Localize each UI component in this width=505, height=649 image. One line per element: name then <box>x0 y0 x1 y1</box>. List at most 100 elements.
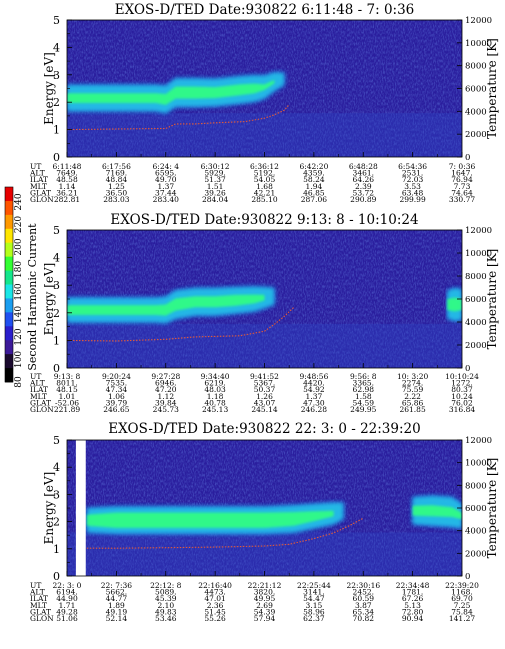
orbit-row-value: 44.77 <box>106 594 128 603</box>
orbit-row-value: 1.18 <box>207 392 224 401</box>
orbit-row-value: 54.05 <box>254 175 276 184</box>
orbit-row-value: 75.84 <box>451 607 473 616</box>
y2-tick-label: 0 <box>465 572 470 582</box>
orbit-row-value: 2.22 <box>404 392 421 401</box>
panel-title: EXOS-D/TED Date:930822 6:11:48 - 7: 0:36 <box>115 2 415 18</box>
colorbar-swatch <box>5 256 13 271</box>
orbit-row-value: 9:56: 8 <box>350 372 377 381</box>
y2-tick-label: 4000 <box>465 527 487 537</box>
orbit-row-value: 2531. <box>402 169 423 178</box>
orbit-row-value: 7649. <box>56 169 77 178</box>
orbit-row-value: 51.06 <box>56 614 78 623</box>
y-tick-label: 4 <box>53 41 60 54</box>
spectrogram-panel-3: EXOS-D/TED Date:930822 22: 3: 0 - 22:39:… <box>29 421 499 623</box>
orbit-row-value: 2.69 <box>256 601 273 610</box>
band-core <box>447 297 462 312</box>
colorbar-swatch <box>5 242 13 258</box>
orbit-row-value: 58.96 <box>303 607 325 616</box>
y-tick-label: 1 <box>53 124 60 137</box>
orbit-row-value: 284.04 <box>202 195 228 204</box>
orbit-row-value: 1.94 <box>306 182 323 191</box>
orbit-row-value: 6595. <box>155 169 176 178</box>
orbit-row-value: 51.45 <box>204 607 226 616</box>
orbit-row-value: 285.10 <box>251 195 277 204</box>
y-tick-label: 4 <box>53 252 60 265</box>
y2-tick-label: 10000 <box>465 459 492 469</box>
y-tick-label: 2 <box>53 307 60 320</box>
orbit-row-value: 36.21 <box>56 188 77 197</box>
y2-tick-label: 12000 <box>465 226 492 236</box>
y-tick-label: 5 <box>53 14 60 27</box>
colorbar-tick-label: 200 <box>14 238 24 255</box>
y-tick-label: 4 <box>53 461 60 474</box>
orbit-row-value: 282.81 <box>54 195 80 204</box>
orbit-row-value: 3141. <box>303 588 324 597</box>
orbit-row-value: 44.90 <box>56 594 78 603</box>
orbit-row-label: GLON <box>30 195 54 204</box>
orbit-row-value: 7.73 <box>454 182 471 191</box>
y-tick-label: 3 <box>53 488 60 501</box>
temperature-trace <box>67 104 290 131</box>
orbit-row-label: UT <box>30 372 41 381</box>
orbit-row-label: GLON <box>30 405 54 414</box>
low-energy-haze <box>67 323 462 368</box>
orbit-row-value: 1.26 <box>256 392 273 401</box>
orbit-row-value: 22:21:12 <box>248 581 282 590</box>
orbit-row-value: 6:24: 4 <box>153 162 180 171</box>
orbit-row-value: 245.13 <box>202 405 228 414</box>
y2-tick-label: 2000 <box>465 130 487 140</box>
orbit-row-value: 48.84 <box>106 175 128 184</box>
orbit-row-value: 283.03 <box>103 195 129 204</box>
orbit-row-value: 249.95 <box>350 405 376 414</box>
orbit-row-value: 50.37 <box>254 385 276 394</box>
y2-tick-label: 10000 <box>465 39 492 49</box>
y2-tick-label: 10000 <box>465 249 492 259</box>
orbit-row-value: 52.14 <box>106 614 128 623</box>
orbit-row-value: 22: 7:36 <box>101 581 133 590</box>
orbit-row-value: 6:11:48 <box>53 162 82 171</box>
orbit-row-value: 54.47 <box>303 594 325 603</box>
orbit-row-value: 7535. <box>106 379 127 388</box>
orbit-row-value: 39.79 <box>106 398 128 407</box>
orbit-row-value: 6194. <box>56 588 77 597</box>
orbit-row-value: 3820. <box>254 588 275 597</box>
colorbar-tick-label: 220 <box>14 216 24 233</box>
orbit-row-value: 6:54:36 <box>398 162 427 171</box>
orbit-row-value: 49.83 <box>155 607 177 616</box>
orbit-row-value: 22:12: 8 <box>150 581 182 590</box>
orbit-row-value: 49.19 <box>106 607 128 616</box>
y-tick-label: 2 <box>53 516 60 529</box>
orbit-row-value: 246.65 <box>103 405 129 414</box>
y-tick-label: 0 <box>53 570 60 583</box>
orbit-row-label: GLAT <box>30 607 51 616</box>
orbit-row-value: 1.25 <box>108 182 125 191</box>
orbit-row-value: 9:41:52 <box>250 372 279 381</box>
orbit-row-value: 22:34:48 <box>396 581 430 590</box>
orbit-row-value: 245.14 <box>251 405 277 414</box>
colorbar-swatch <box>5 298 13 313</box>
y2-axis-label: Temperature [K] <box>485 249 499 350</box>
orbit-row-value: 60.59 <box>353 594 375 603</box>
orbit-row-value: 2.36 <box>207 601 224 610</box>
orbit-row-label: ALT <box>29 169 45 178</box>
y-axis-label: Energy [eV] <box>42 472 56 545</box>
orbit-row-value: 22:25:44 <box>297 581 331 590</box>
temperature-trace <box>86 517 364 549</box>
orbit-row-value: 245.73 <box>153 405 179 414</box>
y2-axis-label: Temperature [K] <box>485 38 499 139</box>
orbit-row-value: 1.12 <box>157 392 174 401</box>
colorbar-swatch <box>5 340 13 355</box>
colorbar-title: Second Harmonic Current <box>26 223 39 371</box>
plot-area <box>67 20 462 157</box>
orbit-row-value: 1.01 <box>59 392 76 401</box>
colorbar-swatch <box>5 354 13 369</box>
colorbar-swatch <box>5 200 13 216</box>
y2-tick-label: 4000 <box>465 318 487 328</box>
data-gap <box>75 440 86 576</box>
orbit-row-value: 1.06 <box>108 392 125 401</box>
colorbar-tick-label: 180 <box>14 261 24 278</box>
orbit-row-value: 70.82 <box>353 614 375 623</box>
orbit-row-value: 76.02 <box>451 398 473 407</box>
orbit-row-label: ILAT <box>30 594 48 603</box>
orbit-row-value: 3.87 <box>355 601 372 610</box>
